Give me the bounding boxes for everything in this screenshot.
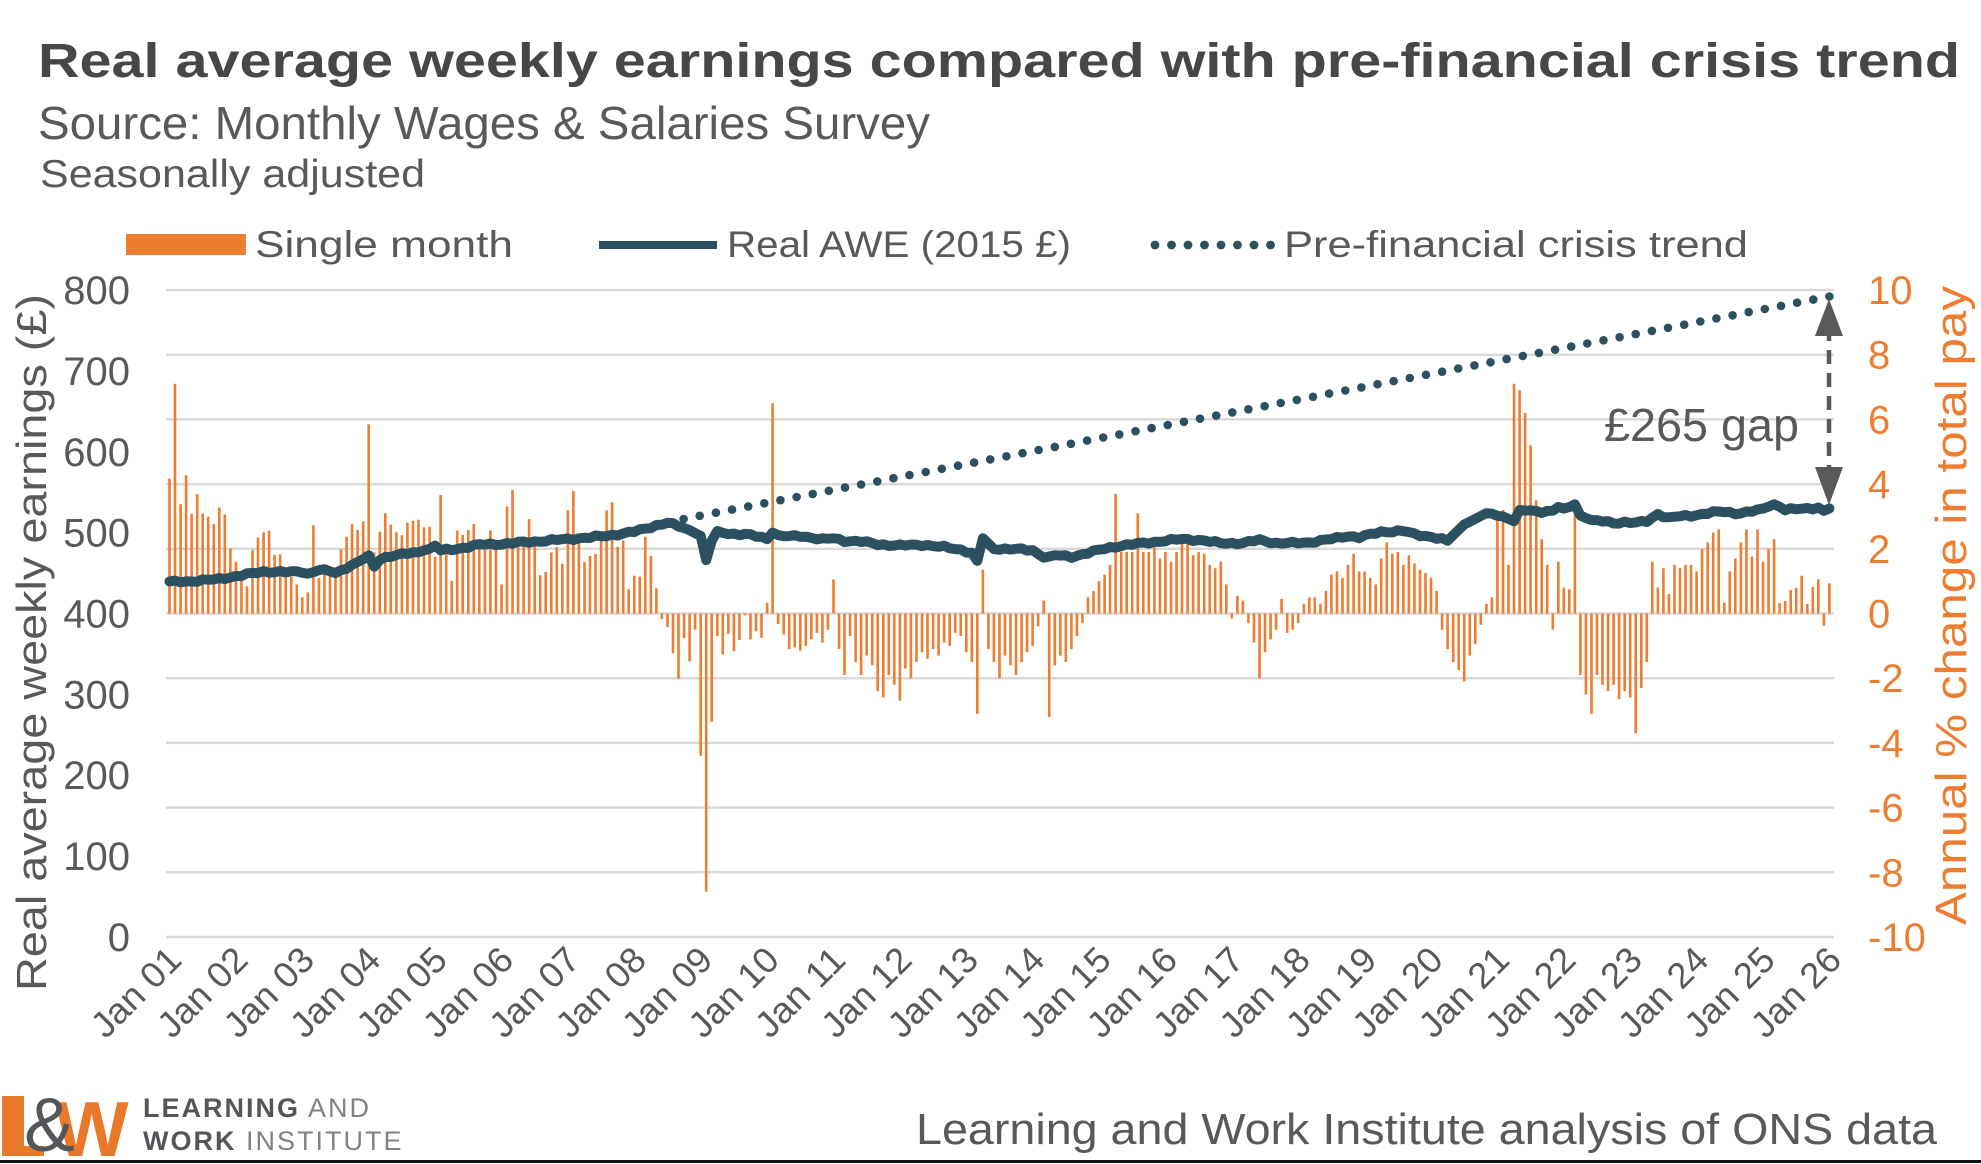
svg-text:200: 200	[63, 754, 130, 798]
svg-text:Pre-financial crisis trend: Pre-financial crisis trend	[1284, 224, 1748, 265]
svg-text:Real average weekly earnings c: Real average weekly earnings compared wi…	[38, 35, 1960, 88]
svg-text:4: 4	[1868, 463, 1890, 507]
svg-text:6: 6	[1868, 398, 1890, 442]
svg-text:700: 700	[63, 350, 130, 394]
svg-text:-4: -4	[1868, 722, 1904, 766]
svg-text:-10: -10	[1868, 916, 1926, 960]
svg-text:LEARNING AND: LEARNING AND	[143, 1093, 371, 1123]
svg-text:Seasonally adjusted: Seasonally adjusted	[40, 153, 425, 196]
svg-text:400: 400	[63, 593, 130, 637]
svg-text:Real AWE (2015 £): Real AWE (2015 £)	[727, 224, 1071, 265]
svg-text:Annual % change in total pay: Annual % change in total pay	[1927, 286, 1976, 925]
svg-text:-6: -6	[1868, 787, 1904, 831]
svg-text:&: &	[24, 1083, 75, 1164]
svg-text:8: 8	[1868, 334, 1890, 378]
svg-text:Real average weekly earnings (: Real average weekly earnings (£)	[8, 294, 55, 991]
svg-text:W: W	[55, 1085, 129, 1164]
svg-text:300: 300	[63, 673, 130, 717]
svg-text:-8: -8	[1868, 851, 1904, 895]
svg-text:600: 600	[63, 431, 130, 475]
svg-text:2: 2	[1868, 528, 1890, 572]
svg-text:Source: Monthly Wages & Salari: Source: Monthly Wages & Salaries Survey	[38, 97, 930, 149]
svg-text:Single month: Single month	[255, 224, 513, 265]
svg-text:WORK INSTITUTE: WORK INSTITUTE	[143, 1126, 403, 1156]
svg-text:0: 0	[108, 916, 130, 960]
svg-text:10: 10	[1868, 269, 1913, 313]
svg-text:Learning and Work Institute an: Learning and Work Institute analysis of …	[916, 1105, 1938, 1154]
svg-text:800: 800	[63, 269, 130, 313]
svg-text:100: 100	[63, 835, 130, 879]
svg-text:-2: -2	[1868, 657, 1904, 701]
svg-text:£265 gap: £265 gap	[1604, 399, 1799, 451]
svg-text:500: 500	[63, 512, 130, 556]
svg-text:0: 0	[1868, 593, 1890, 637]
